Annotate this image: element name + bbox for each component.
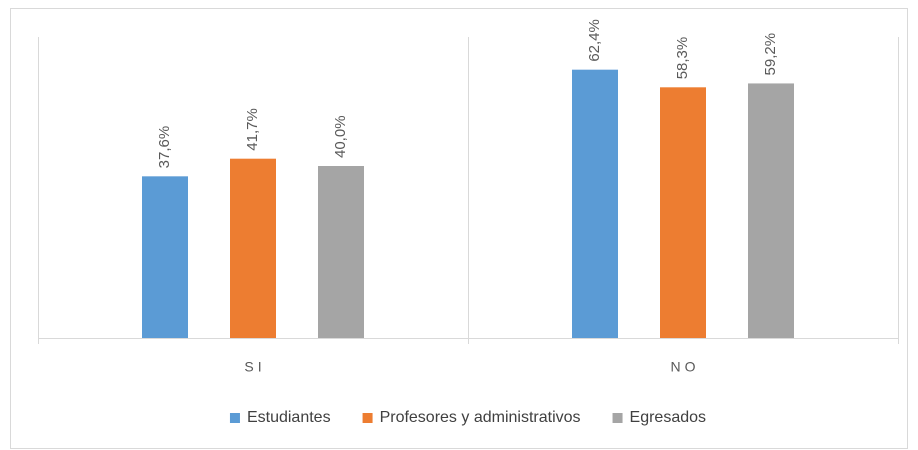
bar: [572, 69, 618, 339]
legend-swatch: [612, 413, 623, 423]
data-label: 59,2%: [762, 33, 779, 76]
bar: [230, 158, 276, 338]
x-tick-label: SI: [244, 359, 265, 375]
data-label: 58,3%: [674, 37, 691, 80]
legend-label: Egresados: [630, 409, 707, 426]
legend-label: Profesores y administrativos: [380, 409, 581, 426]
bar: [318, 166, 364, 338]
data-label: 40,0%: [332, 115, 349, 158]
x-tick-label: NO: [671, 359, 700, 375]
bar: [142, 176, 188, 338]
legend-swatch: [229, 413, 240, 423]
legend-swatch: [362, 413, 373, 423]
bar: [748, 83, 794, 338]
data-label: 37,6%: [156, 126, 173, 169]
data-label: 41,7%: [244, 108, 261, 151]
bar: [660, 87, 706, 338]
legend-label: Estudiantes: [247, 409, 331, 426]
data-label: 62,4%: [586, 19, 603, 62]
